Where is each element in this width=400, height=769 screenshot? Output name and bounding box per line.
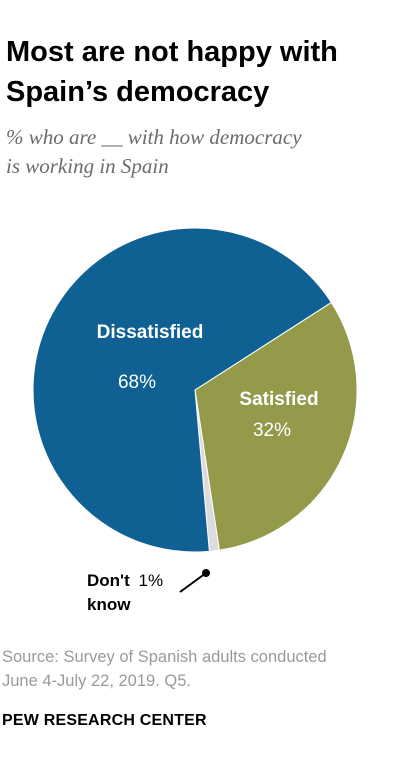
slice-value-dissatisfied: 68% <box>118 372 156 393</box>
slice-label-dissatisfied: Dissatisfied <box>97 322 204 343</box>
dont-know-label-line2: know <box>87 595 131 614</box>
slice-value-satisfied: 32% <box>253 420 291 441</box>
chart-title: Most are not happy with Spain’s democrac… <box>6 32 396 112</box>
source-line2: June 4-July 22, 2019. Q5. <box>2 672 191 690</box>
pie-slices <box>32 227 358 553</box>
dont-know-label: Don't 1% <box>87 571 163 590</box>
chart-subtitle: % who are __ with how democracy is worki… <box>6 123 396 181</box>
dont-know-leader-dot <box>202 569 210 577</box>
chart-subtitle-line1: % who are __ with how democracy <box>6 125 302 149</box>
dont-know-label-line1: Don't <box>87 571 130 590</box>
chart-subtitle-line2: is working in Spain <box>6 154 169 178</box>
brand-logo-text: PEW RESEARCH CENTER <box>2 712 207 729</box>
source-line1: Source: Survey of Spanish adults conduct… <box>2 648 327 666</box>
pie-slice-dissatisfied <box>32 227 333 553</box>
source-note: Source: Survey of Spanish adults conduct… <box>2 645 398 693</box>
slice-label-satisfied: Satisfied <box>239 389 318 410</box>
chart-title-line2: Spain’s democracy <box>6 76 270 108</box>
dont-know-leader-line <box>179 572 207 593</box>
pie-chart: Dissatisfied 68% Satisfied 32% Don't 1% … <box>32 227 358 614</box>
dont-know-value: 1% <box>138 571 163 590</box>
chart-title-line1: Most are not happy with <box>6 36 338 68</box>
